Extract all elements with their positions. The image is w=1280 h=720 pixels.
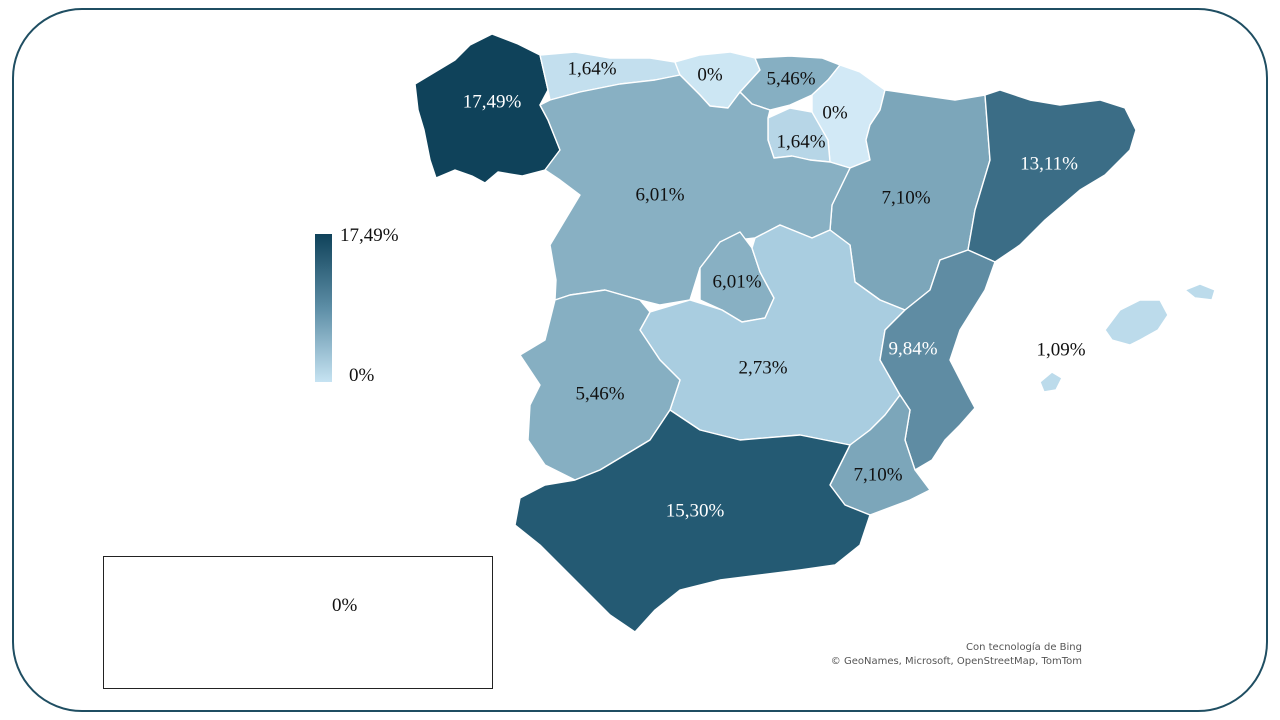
label-pais-vasco: 5,46% — [766, 68, 815, 89]
region-comunidad-valenciana[interactable] — [879, 249, 996, 471]
label-extremadura: 5,46% — [575, 383, 624, 404]
label-castilla-y-leon: 6,01% — [635, 184, 684, 205]
label-canarias: 0% — [332, 595, 358, 616]
label-castilla-la-mancha: 2,73% — [738, 357, 787, 378]
legend-color-scale — [315, 234, 332, 382]
label-madrid: 6,01% — [712, 271, 761, 292]
credit-sources: © GeoNames, Microsoft, OpenStreetMap, To… — [830, 656, 1082, 667]
label-la-rioja: 1,64% — [776, 131, 825, 152]
label-cantabria: 0% — [697, 64, 723, 85]
label-comunidad-valenciana: 9,84% — [888, 338, 937, 359]
label-baleares: 1,09% — [1036, 339, 1085, 360]
label-navarra: 0% — [822, 102, 848, 123]
label-murcia: 7,10% — [853, 464, 902, 485]
label-aragon: 7,10% — [881, 187, 930, 208]
region-andalucia[interactable] — [514, 409, 871, 633]
canary-islands-inset — [103, 556, 493, 689]
region-pais-vasco[interactable] — [739, 55, 841, 111]
region-baleares[interactable] — [1039, 283, 1216, 393]
legend-max-label: 17,49% — [340, 225, 399, 246]
label-andalucia: 15,30% — [666, 500, 725, 521]
region-cataluna[interactable] — [967, 89, 1137, 263]
label-asturias: 1,64% — [567, 58, 616, 79]
credit-bing: Con tecnología de Bing — [966, 642, 1082, 653]
legend-min-label: 0% — [349, 365, 375, 386]
label-cataluna: 13,11% — [1020, 153, 1078, 174]
label-galicia: 17,49% — [463, 91, 522, 112]
